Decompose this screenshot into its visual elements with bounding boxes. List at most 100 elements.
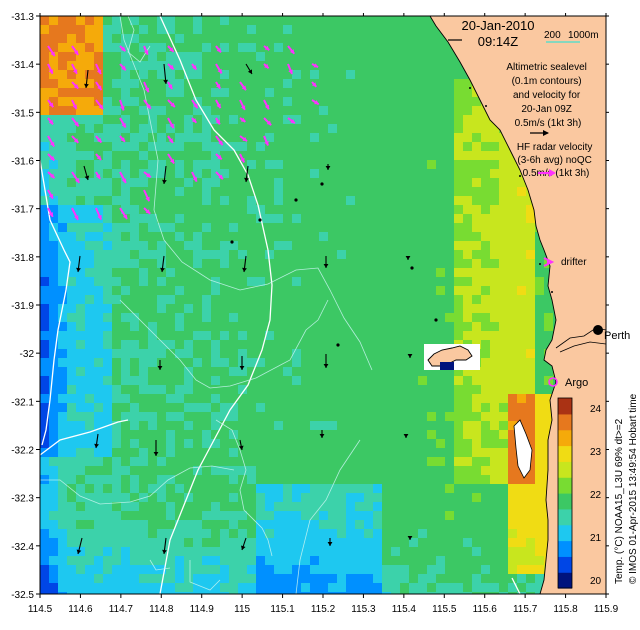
argo-marker — [548, 377, 558, 387]
hf-radar-legend: HF radar velocity (3-6h avg) noQC 0.5m/s… — [517, 142, 595, 179]
hf-radar-arrow — [47, 117, 54, 126]
longitude-tick-label: 115.6 — [473, 604, 498, 615]
hf-radar-arrow — [215, 153, 223, 161]
isobath-lines — [40, 16, 521, 594]
hf-radar-arrow — [47, 153, 56, 162]
altimetric-arrow — [242, 255, 247, 273]
hf-radar-arrow — [95, 135, 103, 144]
altimetric-arrow — [153, 440, 159, 456]
hf-radar-arrow — [95, 99, 104, 110]
sealevel-contours — [40, 16, 373, 594]
sealevel-scale-arrow — [530, 130, 549, 136]
colorbar-tick: 21 — [590, 533, 602, 544]
altimetric-dot — [410, 266, 414, 270]
hf-radar-arrow — [71, 207, 79, 221]
hf-radar-arrow — [311, 81, 318, 88]
hf-radar-arrow — [143, 99, 152, 110]
drifter-marker — [543, 257, 555, 267]
hf-radar-arrow — [71, 81, 79, 90]
altimetric-arrow — [76, 255, 81, 273]
credit-text: © IMOS 01-Apr-2015 13:49:54 Hobart time — [628, 393, 639, 584]
hf-radar-arrow — [215, 81, 222, 90]
hf-radar-arrow — [191, 99, 199, 109]
scale-label: 200 — [544, 30, 561, 41]
latitude-tick-label: -32 — [20, 349, 35, 360]
hf-radar-arrow — [191, 117, 198, 124]
hf-radar-arrow — [167, 153, 175, 165]
hf-radar-arrow — [47, 189, 54, 200]
hf-radar-arrow — [47, 63, 54, 75]
hf-radar-arrow — [95, 207, 102, 221]
latitude-tick-label: -31.7 — [11, 205, 34, 216]
longitude-tick-label: 114.8 — [149, 604, 174, 615]
perth-marker — [593, 325, 603, 335]
rottnest-cell — [440, 362, 454, 370]
latitude-tick-label: -31.3 — [11, 12, 34, 23]
hf-radar-arrow — [167, 117, 175, 129]
hf-radar-arrow — [71, 63, 78, 75]
hf-radar-arrow — [191, 171, 198, 183]
altimetric-arrow — [76, 537, 83, 555]
hf-radar-arrow — [95, 81, 103, 91]
altimetric-dot — [258, 218, 262, 222]
altimetric-arrow — [325, 164, 331, 170]
altimetric-arrow — [323, 256, 329, 268]
hf-radar-arrow — [167, 63, 175, 70]
altimetric-arrow — [84, 69, 89, 89]
hf-radar-arrow — [95, 63, 102, 75]
hf-radar-arrow — [263, 135, 269, 146]
map-date: 20-Jan-2010 — [462, 18, 535, 33]
longitude-tick-label: 115.1 — [270, 604, 295, 615]
hf-radar-velocity-arrows — [47, 45, 320, 221]
altimetric-arrow — [407, 354, 413, 358]
latitude-tick-label: -32.1 — [11, 397, 34, 408]
altimetric-dot — [230, 240, 234, 244]
longitude-tick-label: 115.4 — [392, 604, 417, 615]
altimetric-arrow — [163, 63, 168, 85]
colorbar-tick: 23 — [590, 447, 602, 458]
latitude-tick-label: -32.3 — [11, 494, 34, 505]
longitude-tick-label: 115.7 — [513, 604, 538, 615]
hf-radar-arrow — [167, 99, 176, 108]
altimetric-arrow — [240, 537, 247, 551]
altimetric-arrow — [319, 430, 325, 438]
hf-radar-arrow — [263, 117, 272, 126]
altimetric-arrow — [403, 434, 409, 438]
hf-radar-arrow — [263, 99, 270, 110]
hf-radar-arrow — [167, 81, 173, 90]
hf-radar-arrow — [119, 135, 126, 143]
hf-radar-arrow — [311, 63, 319, 69]
hf-radar-arrow — [215, 45, 222, 54]
altimetric-dot — [336, 343, 340, 347]
colorbar-tick: 24 — [590, 404, 602, 415]
latitude-tick-label: -32.4 — [11, 542, 34, 553]
hf-radar-arrow — [215, 63, 223, 74]
hf-radar-arrow — [191, 63, 198, 71]
latitude-tick-label: -31.9 — [11, 301, 34, 312]
altimetric-arrow — [405, 256, 411, 260]
hf-radar-arrow — [119, 207, 128, 220]
longitude-tick-label: 114.6 — [68, 604, 93, 615]
longitude-tick-label: 115.2 — [311, 604, 336, 615]
map-time: 09:14Z — [478, 34, 519, 49]
hf-radar-arrow — [119, 45, 127, 52]
hf-radar-arrow — [215, 99, 222, 109]
hf-radar-arrow — [143, 189, 151, 202]
axis-ticks: 114.5 114.6 114.7 114.8 114.9 115 115.1 115.2 11… — [11, 12, 618, 615]
altimetric-arrow — [245, 63, 253, 75]
longitude-tick-label: 115.8 — [553, 604, 578, 615]
hf-radar-arrow — [95, 171, 101, 180]
altimetric-arrow — [162, 537, 167, 555]
sea-surface-temperature-field — [40, 16, 606, 594]
altimetric-arrow — [160, 255, 165, 273]
hf-radar-arrow — [71, 171, 81, 184]
hf-radar-arrow — [143, 45, 149, 56]
hf-radar-arrow — [287, 45, 296, 55]
hf-radar-arrow — [215, 171, 224, 180]
hf-radar-arrow — [119, 171, 127, 184]
hf-radar-arrow — [167, 45, 175, 53]
hf-radar-arrow — [287, 117, 296, 125]
hf-radar-arrow — [47, 45, 56, 57]
argo-label: Argo — [565, 377, 588, 389]
